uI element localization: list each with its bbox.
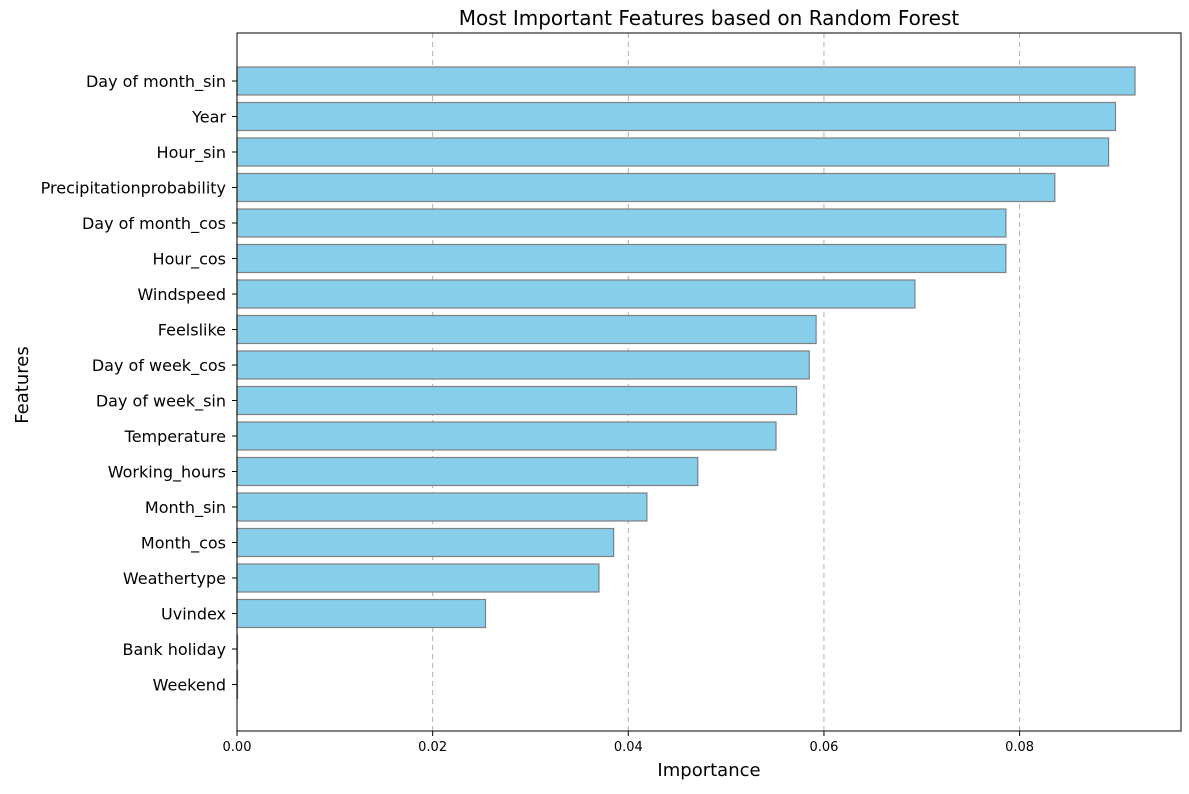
y-tick-label: Day of month_sin bbox=[86, 72, 226, 92]
y-tick-label: Hour_sin bbox=[157, 143, 226, 163]
y-tick-label: Month_cos bbox=[141, 534, 226, 554]
bar bbox=[236, 208, 1007, 238]
y-tick-label: Day of week_cos bbox=[92, 356, 226, 376]
bar bbox=[236, 492, 648, 522]
y-tick-label: Precipitationprobability bbox=[41, 179, 226, 198]
bar bbox=[236, 314, 817, 345]
y-tick-label: Hour_cos bbox=[153, 250, 226, 270]
y-tick-label: Weathertype bbox=[123, 569, 226, 588]
bars-layer bbox=[236, 66, 1136, 700]
y-tick-label: Bank holiday bbox=[122, 640, 226, 659]
x-tick-label: 0.06 bbox=[809, 740, 838, 755]
y-tick-label: Weekend bbox=[153, 676, 226, 695]
bar bbox=[236, 598, 487, 629]
bar bbox=[236, 350, 810, 380]
x-tick-label: 0.00 bbox=[223, 740, 252, 755]
x-tick-label: 0.04 bbox=[614, 740, 643, 755]
y-tick-label: Year bbox=[191, 108, 226, 127]
bar bbox=[236, 421, 777, 451]
bar bbox=[236, 563, 600, 593]
y-axis-label: Features bbox=[12, 346, 33, 423]
y-tick-label: Uvindex bbox=[161, 605, 226, 624]
y-tick-label: Feelslike bbox=[158, 321, 226, 340]
x-tick-label: 0.02 bbox=[418, 740, 447, 755]
x-tick-label: 0.08 bbox=[1005, 740, 1034, 755]
plot-frame bbox=[236, 32, 1182, 732]
bar bbox=[236, 243, 1007, 274]
x-ticks-layer: 0.00 0.02 0.04 0.06 0.08 bbox=[223, 731, 1034, 755]
y-tick-label: Windspeed bbox=[137, 285, 226, 304]
y-tick-label: Month_sin bbox=[145, 498, 226, 518]
bar bbox=[236, 66, 1136, 96]
bar bbox=[236, 279, 916, 309]
chart-title: Most Important Features based on Random … bbox=[459, 6, 960, 30]
y-tick-label: Working_hours bbox=[108, 463, 226, 483]
y-tick-label: Day of week_sin bbox=[96, 392, 226, 412]
y-tick-label: Day of month_cos bbox=[82, 214, 226, 234]
bar bbox=[236, 172, 1056, 203]
bar bbox=[236, 137, 1110, 167]
bar bbox=[236, 527, 615, 558]
y-ticks-layer: Day of month_sin Year Hour_sin Precipitatio… bbox=[41, 72, 237, 695]
bar bbox=[236, 456, 699, 487]
bar bbox=[236, 101, 1117, 132]
y-tick-label: Temperature bbox=[124, 427, 226, 446]
bar bbox=[236, 385, 798, 416]
x-axis-label: Importance bbox=[657, 760, 760, 781]
